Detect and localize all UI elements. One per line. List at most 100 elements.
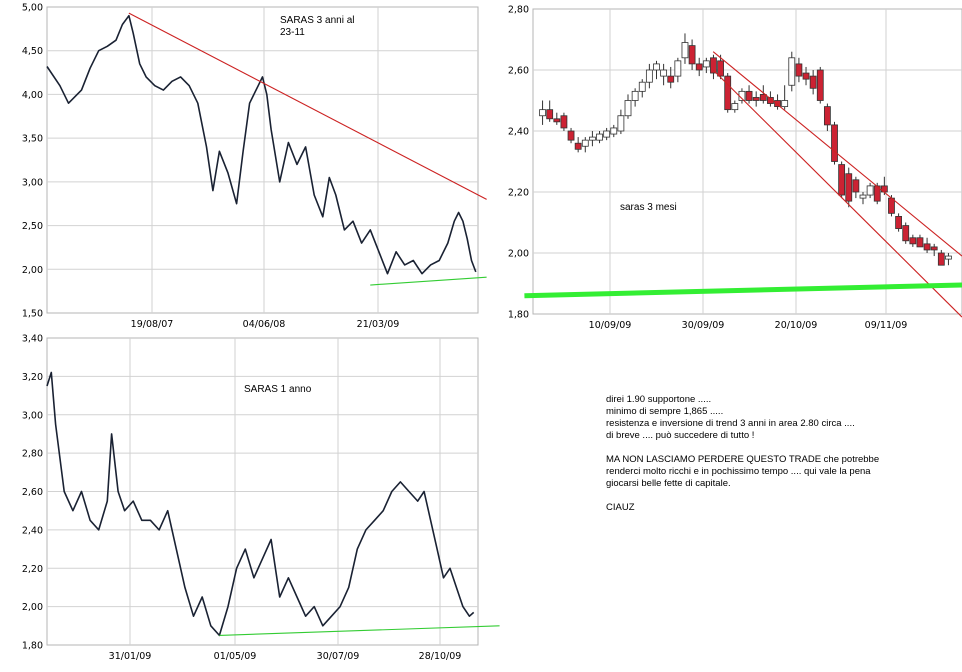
chart-saras3y: 5,00 4,50 4,00 3,50 3,00 2,50 2,00 1,50 19/08/07… [22,3,487,330]
candle-body [596,133,603,141]
x-tick-label: 09/11/09 [865,320,908,331]
price-line [46,371,475,637]
candle-body [617,115,625,132]
candle-body [681,42,689,59]
candle-body [745,90,753,101]
candle-body [937,252,945,266]
commentary-line: di breve .... può succedere di tutto ! [606,430,755,441]
trendline [370,276,487,286]
commentary-line: MA NON LASCIAMO PERDERE QUESTO TRADE che… [606,454,880,465]
plot-frame [46,6,479,314]
candle-body [567,130,575,141]
x-tick-label: 20/10/09 [775,320,818,331]
candle-body [930,246,938,251]
candle-body [945,255,952,260]
x-tick-label: 04/06/08 [243,319,286,330]
candle-body [838,164,846,196]
candle-body [852,179,860,193]
y-tick-label: 4,50 [22,46,43,57]
candle-body [866,185,874,196]
y-tick-label: 3,20 [22,372,43,383]
x-tick-label: 21/03/09 [357,319,400,330]
y-tick-label: 2,80 [22,449,43,460]
candle-body [660,69,668,77]
plot-frame [532,8,962,315]
y-tick-label: 3,00 [22,177,43,188]
candle-body [539,109,546,117]
y-tick-label: 3,00 [22,410,43,421]
x-tick-label: 19/08/07 [131,319,174,330]
y-tick-label: 2,40 [508,127,529,138]
candle-body [710,57,717,74]
commentary-spacer [606,442,946,454]
candle-body [724,75,732,111]
candle-body [731,103,739,111]
candle-body [809,75,817,89]
commentary-text: direi 1.90 supportone ..... minimo di se… [606,394,946,514]
chart-saras1y: 3,40 3,20 3,00 2,80 2,60 2,40 2,20 2,00 1,80 31/0… [22,334,500,662]
candle-body [553,118,561,123]
chart-annotation: SARAS 1 anno [244,384,312,395]
candle-body [895,215,902,229]
candle-body [802,72,810,80]
trendline [524,282,962,299]
candle-body [774,100,781,107]
price-line [46,14,477,275]
y-tick-label: 2,80 [508,5,529,16]
candle-body [674,60,682,77]
candle-body [816,69,824,101]
commentary-line: giocarsi belle fette di capitale. [606,478,731,489]
candle-body [781,100,789,107]
commentary-spacer [606,490,946,502]
candle-body [688,45,696,65]
candle-body [823,106,831,126]
candle-body [645,69,653,83]
y-tick-label: 1,80 [22,641,43,652]
commentary-line: CIAUZ [606,502,635,513]
candle-body [795,63,803,77]
candle-body [574,142,582,150]
x-tick-label: 31/01/09 [109,651,152,662]
y-tick-label: 3,40 [22,334,43,345]
x-tick-label: 30/07/09 [317,651,360,662]
commentary-line: renderci molto ricchi e in pochissimo te… [606,466,871,477]
candle-body [631,90,639,101]
y-tick-label: 1,50 [22,309,43,320]
candle-body [902,225,910,242]
y-tick-label: 2,20 [22,564,43,575]
y-tick-label: 2,50 [22,221,43,232]
candle-body [653,63,660,71]
x-tick-label: 30/09/09 [682,320,725,331]
y-tick-label: 2,00 [508,249,529,260]
candle-body [923,243,931,251]
candle-body [909,237,917,245]
trendline [712,51,962,257]
y-tick-label: 2,60 [508,66,529,77]
candle-body [695,63,703,71]
candle-body [610,127,618,135]
candle-body [845,173,853,202]
x-tick-label: 10/09/09 [589,320,632,331]
candle-body [759,94,767,101]
trendline [219,625,500,636]
y-tick-label: 2,60 [22,487,43,498]
y-tick-label: 3,50 [22,134,43,145]
y-tick-label: 2,20 [508,188,529,199]
candle-body [603,130,611,138]
trendline [712,69,962,318]
y-tick-label: 1,80 [508,310,529,321]
commentary-line: resistenza e inversione di trend 3 anni … [606,418,855,429]
chart-annotation: 23-11 [280,27,305,38]
candle-body [831,124,838,162]
candle-body [916,237,924,248]
chart-saras3m: 2,80 2,60 2,40 2,20 2,00 1,80 10/09/09 30/09/09… [508,5,962,331]
candle-body [589,136,596,141]
candle-body [717,60,724,77]
chart-annotation: saras 3 mesi [620,202,677,213]
candle-body [624,100,632,117]
commentary-line: minimo di sempre 1,865 ..... [606,406,724,417]
y-tick-label: 2,40 [22,525,43,536]
x-tick-label: 28/10/09 [419,651,462,662]
candle-body [581,139,589,147]
